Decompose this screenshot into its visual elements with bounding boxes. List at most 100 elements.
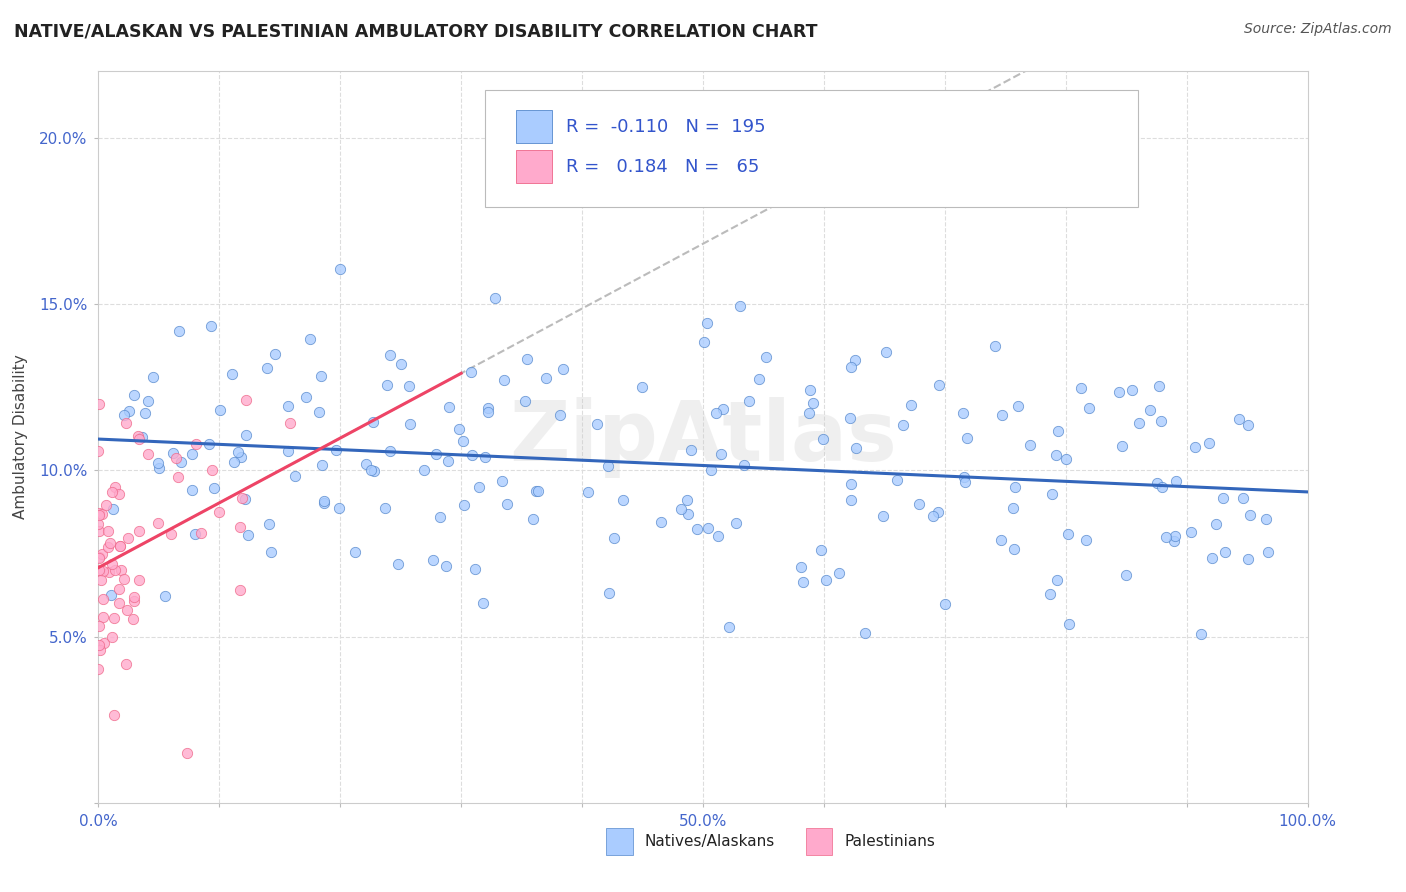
Point — [97, 524, 120, 538]
Point — [229, 582, 252, 597]
Point — [460, 365, 482, 379]
Point — [325, 443, 347, 458]
Point — [516, 351, 538, 366]
Point — [679, 443, 702, 458]
Point — [361, 416, 384, 430]
Point — [294, 390, 316, 404]
Point — [231, 491, 253, 505]
Point — [208, 505, 231, 519]
Point — [453, 498, 475, 512]
Point — [226, 445, 249, 459]
Point — [180, 483, 202, 498]
Point — [167, 470, 190, 484]
Point — [1163, 533, 1185, 548]
Point — [122, 594, 145, 608]
Point — [169, 324, 191, 338]
Point — [104, 563, 127, 577]
Point — [748, 372, 770, 386]
Text: Palestinians: Palestinians — [845, 834, 935, 849]
Point — [477, 401, 499, 416]
Point — [328, 501, 350, 516]
Point — [984, 339, 1007, 353]
Point — [494, 373, 516, 387]
Point — [513, 393, 536, 408]
Point — [131, 430, 153, 444]
Point — [176, 746, 198, 760]
Point — [697, 521, 720, 535]
Point — [378, 348, 401, 362]
Point — [89, 638, 111, 652]
Point — [956, 431, 979, 445]
Point — [799, 406, 821, 420]
Point — [1205, 516, 1227, 531]
Point — [790, 559, 813, 574]
Point — [725, 516, 748, 530]
Point — [160, 526, 183, 541]
Point — [112, 572, 135, 586]
Point — [112, 409, 135, 423]
Bar — [806, 828, 832, 855]
Point — [190, 526, 212, 541]
Point — [461, 448, 484, 462]
Point — [90, 508, 112, 522]
Point — [1070, 381, 1092, 395]
Point — [91, 547, 114, 561]
Point — [675, 492, 697, 507]
Point — [602, 532, 624, 546]
Point — [235, 492, 257, 507]
Point — [87, 549, 110, 564]
Point — [1078, 401, 1101, 415]
Point — [162, 445, 184, 459]
Point — [1212, 491, 1234, 506]
Point — [110, 564, 132, 578]
Text: ZipAtlas: ZipAtlas — [509, 397, 897, 477]
Point — [550, 408, 572, 422]
Point — [1256, 512, 1278, 526]
Point — [309, 368, 332, 383]
Point — [153, 589, 176, 603]
Point — [356, 458, 378, 472]
Point — [953, 475, 976, 489]
Point — [522, 512, 544, 526]
Point — [278, 416, 301, 430]
Text: R =   0.184   N =   65: R = 0.184 N = 65 — [567, 158, 759, 176]
Point — [474, 450, 496, 464]
Point — [922, 508, 945, 523]
Point — [1201, 551, 1223, 566]
Point — [89, 524, 111, 538]
Point — [650, 515, 672, 529]
Point — [1046, 424, 1069, 438]
Point — [146, 456, 169, 470]
Point — [98, 535, 121, 549]
Point — [118, 403, 141, 417]
Point — [141, 369, 163, 384]
Point — [434, 559, 457, 574]
Point — [1154, 530, 1177, 544]
Point — [104, 480, 127, 494]
Point — [343, 545, 366, 559]
Point — [1111, 439, 1133, 453]
Point — [374, 501, 396, 516]
Point — [208, 402, 231, 417]
Point — [257, 516, 280, 531]
Point — [671, 501, 693, 516]
Point — [738, 393, 761, 408]
Point — [991, 409, 1014, 423]
Point — [1227, 412, 1250, 426]
Point — [200, 319, 222, 334]
Point — [1108, 385, 1130, 400]
Point — [952, 406, 974, 420]
Point — [1004, 480, 1026, 494]
Bar — [516, 110, 551, 143]
Point — [841, 493, 863, 508]
Point — [181, 447, 204, 461]
Point — [908, 497, 931, 511]
Point — [527, 483, 550, 498]
Point — [1045, 448, 1067, 462]
Point — [128, 524, 150, 538]
Point — [422, 553, 444, 567]
Point — [853, 626, 876, 640]
Point — [110, 539, 132, 553]
Point — [1139, 403, 1161, 417]
Point — [87, 663, 110, 677]
